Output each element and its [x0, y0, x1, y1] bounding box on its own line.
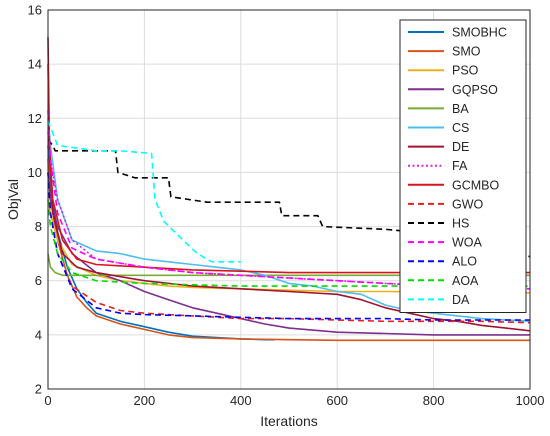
legend-entry-label: HS: [452, 217, 469, 231]
series-line-smo: [47, 158, 530, 342]
legend-entry-label: GWO: [452, 197, 484, 211]
x-axis-label: Iterations: [260, 413, 318, 429]
series-line-de: [47, 37, 531, 332]
y-tick-label: 12: [28, 111, 42, 126]
y-tick-label: 6: [35, 273, 42, 288]
legend-entry-label: SMO: [452, 45, 481, 59]
legend-entry-label: DA: [452, 293, 470, 307]
y-axis-label: ObjVal: [5, 179, 21, 220]
series-line-alo: [47, 172, 530, 321]
x-tick-label: 800: [423, 393, 445, 408]
legend-entry-label: SMOBHC: [452, 26, 507, 40]
series-line-da: [47, 120, 241, 263]
legend-entry-label: AOA: [452, 274, 479, 288]
legend-entry-label: CS: [452, 121, 469, 135]
x-tick-label: 200: [134, 393, 156, 408]
legend-entry-label: FA: [452, 159, 468, 173]
legend-entry-label: ALO: [452, 255, 477, 269]
legend-entry-label: GQPSO: [452, 83, 498, 97]
legend-entry-label: BA: [452, 102, 469, 116]
legend-box: [399, 19, 527, 313]
legend-entry-label: WOA: [452, 236, 483, 250]
legend-entry-label: DE: [452, 140, 469, 154]
x-tick-label: 1000: [516, 393, 545, 408]
y-tick-label: 14: [28, 57, 42, 72]
legend-entry-label: PSO: [452, 64, 479, 78]
series-line-cs: [47, 118, 531, 323]
x-tick-label: 0: [44, 393, 51, 408]
axes-frame: [47, 9, 531, 390]
y-tick-label: 10: [28, 165, 42, 180]
x-tick-label: 600: [326, 393, 348, 408]
x-tick-label: 400: [230, 393, 252, 408]
y-tick-label: 2: [35, 382, 42, 397]
legend-entry-label: GCMBO: [452, 178, 500, 192]
y-tick-label: 4: [35, 327, 42, 342]
legend: SMOBHC SMO PSO GQPSO BA CS DE FA GCMBO GWO HS WOA AL…: [399, 19, 527, 313]
y-tick-label: 16: [28, 3, 42, 18]
tick-labels: 0 200 400 600 800 1000 2 4 6 8 10 12 14 16: [28, 3, 545, 409]
y-tick-label: 8: [35, 219, 42, 234]
